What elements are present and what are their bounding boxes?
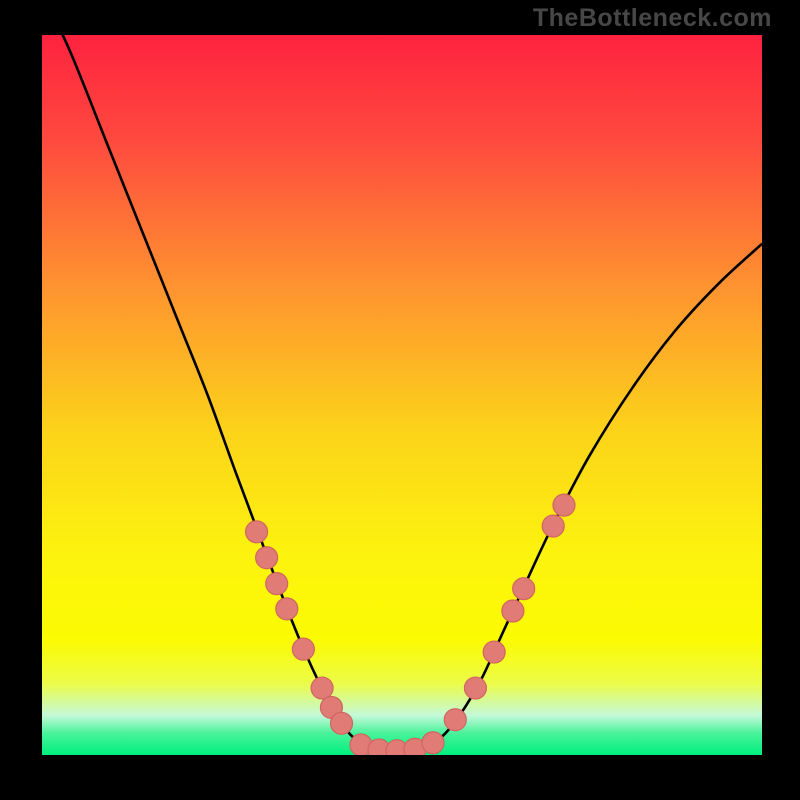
- curve-marker: [444, 709, 466, 731]
- curve-marker: [483, 641, 505, 663]
- curve-marker: [292, 638, 314, 660]
- curve-marker: [311, 677, 333, 699]
- curve-marker: [331, 712, 353, 734]
- curve-marker: [276, 598, 298, 620]
- curve-marker: [256, 547, 278, 569]
- curve-marker: [266, 573, 288, 595]
- curve-marker: [422, 732, 444, 754]
- curve-marker: [464, 677, 486, 699]
- gradient-panel: [42, 35, 762, 755]
- curve-marker: [542, 515, 564, 537]
- curve-marker: [553, 494, 575, 516]
- curve-marker: [502, 600, 524, 622]
- bottleneck-chart: [0, 0, 800, 800]
- watermark-text: TheBottleneck.com: [533, 4, 772, 33]
- curve-marker: [246, 521, 268, 543]
- curve-marker: [513, 578, 535, 600]
- chart-stage: TheBottleneck.com: [0, 0, 800, 800]
